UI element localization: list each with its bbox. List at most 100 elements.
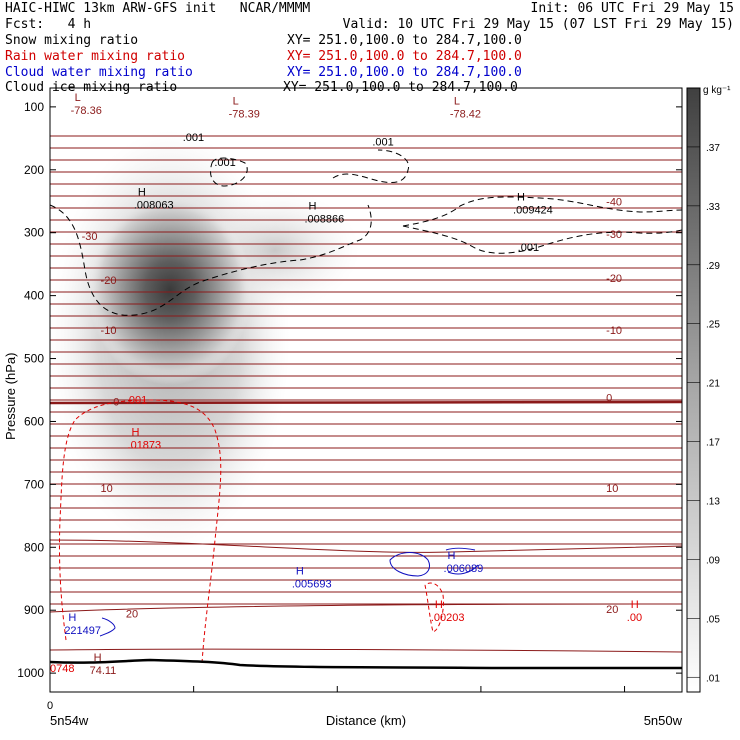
extremum-marker: H bbox=[308, 201, 316, 213]
y-tick-label: 1000 bbox=[17, 666, 44, 680]
extremum-marker: H bbox=[435, 599, 443, 611]
extremum-value: .009424 bbox=[513, 204, 553, 216]
freezing-level-line bbox=[49, 400, 683, 405]
legend-cloud-water-label: Cloud water mixing ratio bbox=[5, 65, 193, 80]
init-time: Init: 06 UTC Fri 29 May 15 bbox=[530, 1, 735, 16]
extremum-marker: L bbox=[75, 92, 81, 104]
colorbar-tick-label: .17 bbox=[706, 438, 720, 449]
extremum-value: .006089 bbox=[444, 563, 484, 575]
cloud-water-contour-tail bbox=[447, 564, 479, 575]
isotherm-label: -20 bbox=[101, 275, 117, 287]
extremum-value: 74.11 bbox=[90, 665, 117, 677]
colorbar-tick-label: .21 bbox=[706, 379, 720, 390]
colorbar-ticks: .01 .05 .09 .13 .17 .21 .25 .29 .33 .37 bbox=[687, 143, 720, 684]
cloud-water-contour-east-small bbox=[445, 547, 476, 551]
y-tick-label: 300 bbox=[24, 226, 44, 240]
extremum-marker: H bbox=[132, 427, 140, 439]
colorbar-tick-label: .33 bbox=[706, 202, 720, 213]
ice-contour-west bbox=[49, 204, 372, 316]
y-tick-label: 600 bbox=[24, 414, 44, 428]
legend-snow-label: Snow mixing ratio bbox=[5, 33, 139, 48]
x-axis-right-endpoint: 5n50w bbox=[644, 713, 683, 728]
valid-time: Valid: 10 UTC Fri 29 May 15 (07 LST Fri … bbox=[342, 17, 734, 32]
isotherm-label: 20 bbox=[126, 608, 138, 620]
legend-rain-xy: XY= 251.0,100.0 to 284.7,100.0 bbox=[287, 49, 522, 64]
colorbar-tick-label: .25 bbox=[706, 320, 720, 331]
isotherm-label: -10 bbox=[606, 325, 622, 337]
terrain-surface bbox=[49, 658, 682, 670]
extremum-marker: L bbox=[233, 96, 239, 108]
ice-contour-small bbox=[210, 157, 248, 187]
isotherm-label: -10 bbox=[101, 325, 117, 337]
ice-contour-east-lower bbox=[402, 225, 683, 254]
ice-contour-east bbox=[402, 196, 683, 227]
forecast-hour: Fcst: 4 h bbox=[5, 17, 92, 32]
colorbar-fill bbox=[686, 87, 701, 693]
extremum-marker: H bbox=[517, 191, 525, 203]
colorbar-tick-label: .37 bbox=[706, 143, 720, 154]
isotherm-label: -20 bbox=[606, 273, 622, 285]
y-tick-label: 400 bbox=[24, 289, 44, 303]
temperature-contour-line bbox=[49, 648, 683, 653]
isotherm-label: 0 bbox=[113, 396, 119, 408]
ice-contour-upper bbox=[332, 149, 410, 184]
contour-label: 0748 bbox=[50, 663, 74, 675]
cloud-water-contour-east bbox=[389, 552, 431, 577]
isotherm-label: -30 bbox=[82, 231, 98, 243]
extremum-marker: H bbox=[94, 652, 102, 664]
extremum-value: -78.42 bbox=[450, 109, 481, 121]
snow-colorbar: g kg⁻¹ .01 .05 .09 .13 .17 .21 .25 .29 .33 .37 bbox=[686, 85, 731, 693]
contour-label: .001 bbox=[183, 132, 204, 144]
cloud-water-contour-west bbox=[99, 617, 116, 637]
legend-rain-label: Rain water mixing ratio bbox=[5, 49, 186, 64]
temperature-contour-line bbox=[49, 539, 683, 553]
y-axis-title: Pressure (hPa) bbox=[3, 353, 18, 440]
isotherm-label: 10 bbox=[101, 483, 113, 495]
extremum-value: 221497 bbox=[64, 625, 101, 637]
rain-contour-east bbox=[424, 582, 444, 633]
legend-snow-xy: XY= 251.0,100.0 to 284.7,100.0 bbox=[287, 33, 522, 48]
isotherm-label: 0 bbox=[606, 393, 612, 405]
contour-label: .001 bbox=[214, 157, 235, 169]
y-tick-label: 500 bbox=[24, 352, 44, 366]
cloud-water-contours bbox=[99, 547, 479, 637]
y-tick-label: 100 bbox=[24, 100, 44, 114]
x-axis-title: Distance (km) bbox=[326, 713, 406, 728]
temperature-contours bbox=[49, 135, 683, 653]
y-tick-label: 800 bbox=[24, 540, 44, 554]
contour-label: .001 bbox=[518, 242, 539, 254]
rain-water-contours bbox=[58, 399, 444, 664]
extremum-value: .008866 bbox=[304, 214, 344, 226]
x-axis-ticks: 0 bbox=[47, 686, 626, 712]
colorbar-tick-label: .01 bbox=[706, 673, 720, 684]
plot-frame bbox=[49, 87, 683, 693]
colorbar-tick-label: .05 bbox=[706, 614, 720, 625]
y-tick-label: 900 bbox=[24, 603, 44, 617]
extremum-marker: H bbox=[296, 566, 304, 578]
x-tick-label: 0 bbox=[47, 700, 53, 712]
extremum-marker: L bbox=[454, 96, 460, 108]
extremum-marker: H bbox=[68, 612, 76, 624]
extremum-value: .00 bbox=[627, 612, 642, 624]
isotherm-label: -40 bbox=[606, 196, 622, 208]
colorbar-tick-label: .13 bbox=[706, 496, 720, 507]
extremum-value: -78.39 bbox=[229, 109, 260, 121]
colorbar-unit: g kg⁻¹ bbox=[703, 85, 731, 96]
extremum-value: .005693 bbox=[292, 579, 332, 591]
legend-cloud-water-xy: XY= 251.0,100.0 to 284.7,100.0 bbox=[287, 65, 522, 80]
extremum-marker: H bbox=[448, 550, 456, 562]
colorbar-tick-label: .09 bbox=[706, 555, 720, 566]
model-title: HAIC-HIWC 13km ARW-GFS init NCAR/MMMM bbox=[5, 1, 311, 16]
terrain-line bbox=[49, 658, 682, 670]
y-tick-label: 700 bbox=[24, 477, 44, 491]
isotherm-label: 10 bbox=[606, 483, 618, 495]
isotherm-label: -30 bbox=[606, 229, 622, 241]
extremum-value: -78.36 bbox=[71, 105, 102, 117]
isotherm-label: 20 bbox=[606, 604, 618, 616]
cloud-ice-contours bbox=[49, 149, 683, 316]
extremum-value: .01873 bbox=[128, 440, 162, 452]
